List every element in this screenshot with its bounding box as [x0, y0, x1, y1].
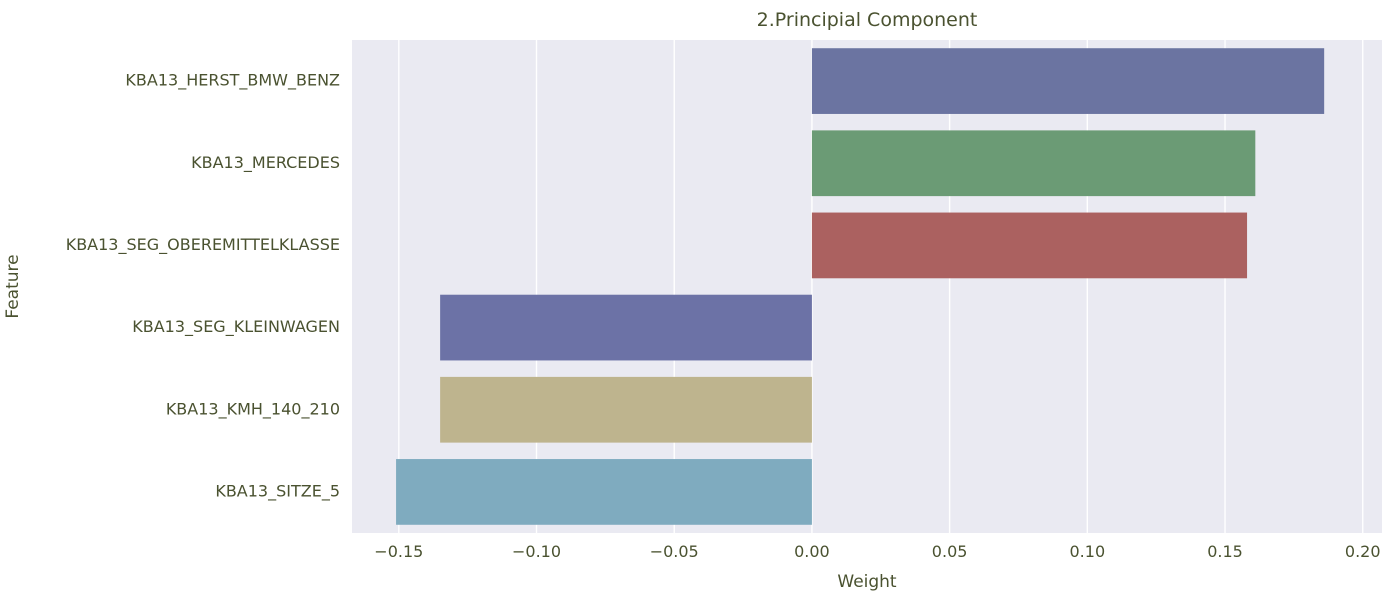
bar-kba13-mercedes: [811, 130, 1256, 197]
y-tick-label: KBA13_SITZE_5: [215, 481, 340, 501]
grid-lines: [398, 40, 1364, 533]
bar-kba13-seg-oberemittelklasse: [811, 212, 1248, 279]
x-tick-label: 0.15: [1207, 542, 1243, 561]
plot-background: [352, 40, 1382, 533]
x-tick-label: −0.05: [650, 542, 699, 561]
chart-title: 2.Principial Component: [757, 9, 978, 31]
x-tick-label: −0.15: [374, 542, 423, 561]
x-tick-label: −0.10: [512, 542, 561, 561]
bar-kba13-seg-kleinwagen: [440, 294, 812, 361]
x-tick-label: 0.00: [794, 542, 830, 561]
bar-kba13-sitze-5: [396, 459, 812, 525]
y-tick-label: KBA13_MERCEDES: [191, 153, 340, 173]
y-tick-label: KBA13_SEG_OBEREMITTELKLASSE: [66, 235, 340, 255]
bar-kba13-herst-bmw-benz: [811, 48, 1325, 114]
x-axis-label: Weight: [837, 572, 897, 592]
y-tick-label: KBA13_HERST_BMW_BENZ: [125, 71, 340, 91]
x-tick-label: 0.05: [932, 542, 968, 561]
x-tick-labels: −0.15 −0.10 −0.05 0.00 0.05 0.10 0.15 0.20: [374, 542, 1380, 561]
bars: [396, 48, 1325, 525]
x-tick-label: 0.20: [1345, 542, 1381, 561]
x-tick-label: 0.10: [1070, 542, 1106, 561]
y-tick-label: KBA13_KMH_140_210: [166, 399, 340, 419]
y-tick-label: KBA13_SEG_KLEINWAGEN: [132, 317, 340, 337]
bar-kba13-kmh-140-210: [440, 376, 812, 443]
y-tick-labels: KBA13_HERST_BMW_BENZ KBA13_MERCEDES KBA13_…: [66, 71, 340, 502]
y-axis-label: Feature: [3, 254, 23, 318]
